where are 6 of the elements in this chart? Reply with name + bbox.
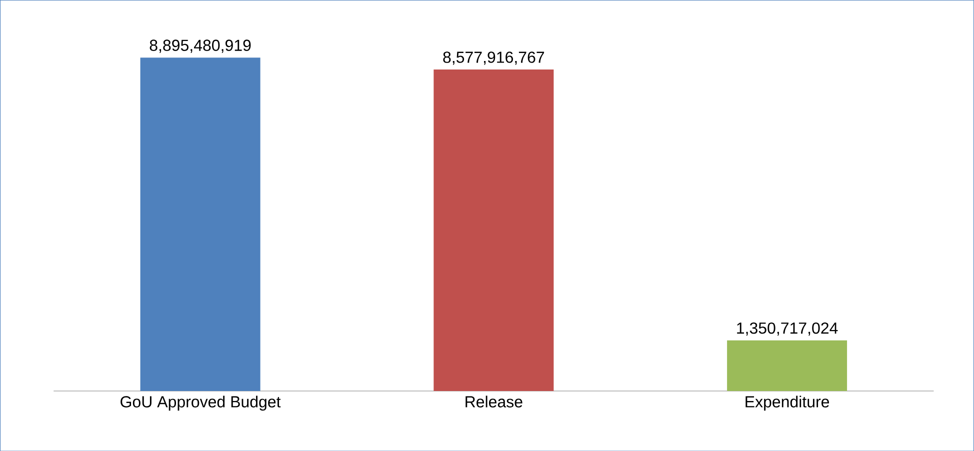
data-label: 8,895,480,919	[150, 40, 251, 53]
data-label: 1,350,717,024	[737, 322, 838, 336]
x-tick-label: Release	[466, 396, 522, 408]
x-tick-label: GoU Approved Budget	[120, 396, 281, 410]
x-tick-label: Expenditure	[746, 396, 830, 410]
data-label: 8,577,916,767	[443, 51, 544, 65]
